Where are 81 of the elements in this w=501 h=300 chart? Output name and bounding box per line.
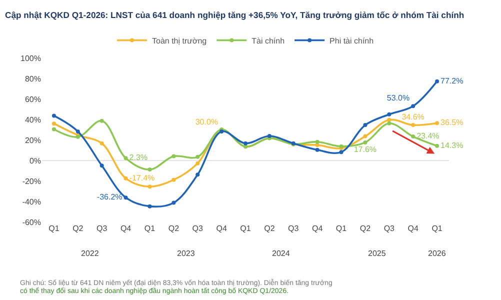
point: [435, 79, 440, 84]
x-tick-label: Q2: [168, 224, 180, 233]
point: [76, 129, 80, 134]
text: 2025: [368, 249, 386, 258]
data-label: 14.3%: [440, 140, 464, 150]
text: 2022: [81, 249, 100, 258]
x-tick-label: Q3: [288, 224, 300, 233]
data-label: 34.6%: [402, 112, 424, 122]
data-label: 30.0%: [195, 117, 218, 126]
x-tick-label: Q4: [312, 224, 324, 233]
y-tick-label: 20%: [24, 136, 41, 145]
x-tick-label: Q4: [408, 224, 419, 233]
point: [363, 140, 368, 144]
point: [172, 178, 176, 182]
data-label: 17.6%: [354, 144, 377, 154]
point: [435, 144, 440, 148]
x-tick-label: Q3: [384, 224, 396, 233]
x-tick-label: Q4: [216, 224, 228, 233]
x-tick-label: Q2: [264, 224, 276, 233]
point: [172, 154, 176, 158]
point: [387, 121, 392, 126]
y-tick-label: 60%: [24, 94, 41, 104]
x-tick-label: Q1: [240, 224, 252, 233]
x-tick-label: Q1: [144, 224, 156, 233]
point: [172, 200, 176, 205]
point: [387, 118, 392, 122]
x-tick-label: Q3: [96, 224, 108, 233]
chart-title: Cập nhật KQKD Q1-2026: LNST của 641 doanh nghiệp tăng +36,5% YoY, Tăng trưởng giảm tốc ở nhóm Tài chính: [5, 10, 464, 20]
x-tick-label: Q1: [336, 224, 348, 233]
data-label: 53.0%: [386, 94, 410, 103]
point: [148, 184, 152, 189]
point: [315, 148, 320, 152]
point: [244, 141, 248, 146]
point: [148, 204, 152, 208]
y-tick-label: 100%: [20, 54, 41, 63]
point: [411, 123, 416, 128]
text: 2023: [177, 249, 196, 258]
point: [411, 134, 416, 139]
data-label: -17.4%: [129, 173, 155, 182]
point: [124, 156, 128, 160]
point: [52, 114, 56, 118]
point: [100, 141, 104, 146]
data-label: -36.2%: [96, 192, 122, 202]
y-tick-label: 40%: [24, 115, 41, 124]
x-tick-label: Q4: [120, 224, 132, 233]
point: [148, 168, 152, 172]
y-tick-label: -40%: [22, 197, 41, 206]
x-tick-label: Q2: [72, 224, 84, 233]
data-label: 77.2%: [440, 76, 464, 86]
legend-label: Tài chính: [252, 36, 285, 46]
point: [100, 118, 104, 123]
point: [363, 123, 368, 128]
data-label: 36.5%: [440, 118, 464, 128]
data-label: 2.3%: [129, 153, 148, 162]
y-tick-label: -60%: [22, 218, 41, 227]
y-tick-label: 0%: [29, 156, 41, 166]
point: [124, 196, 128, 200]
point: [52, 127, 56, 132]
legend-label: Toàn thị trường: [152, 36, 207, 46]
y-tick-label: 80%: [24, 74, 41, 84]
point: [196, 154, 200, 159]
point: [363, 134, 368, 138]
x-tick-label: Q1: [432, 224, 443, 233]
point: [124, 176, 128, 180]
point: [411, 104, 416, 108]
x-tick-label: Q3: [192, 224, 204, 233]
point: [339, 150, 344, 154]
x-tick-label: Q1: [48, 224, 60, 233]
point: [387, 112, 392, 116]
y-tick-label: -20%: [22, 176, 41, 186]
legend-label: Phi tài chính: [330, 36, 374, 46]
x-tick-label: Q2: [360, 224, 372, 233]
data-label: 23.4%: [416, 132, 440, 141]
point: [196, 172, 200, 177]
point: [52, 122, 56, 126]
point: [196, 161, 200, 166]
text: 2024: [272, 249, 290, 258]
point: [100, 164, 104, 168]
point: [315, 140, 320, 144]
point: [435, 121, 440, 126]
text: 2026: [428, 249, 446, 258]
